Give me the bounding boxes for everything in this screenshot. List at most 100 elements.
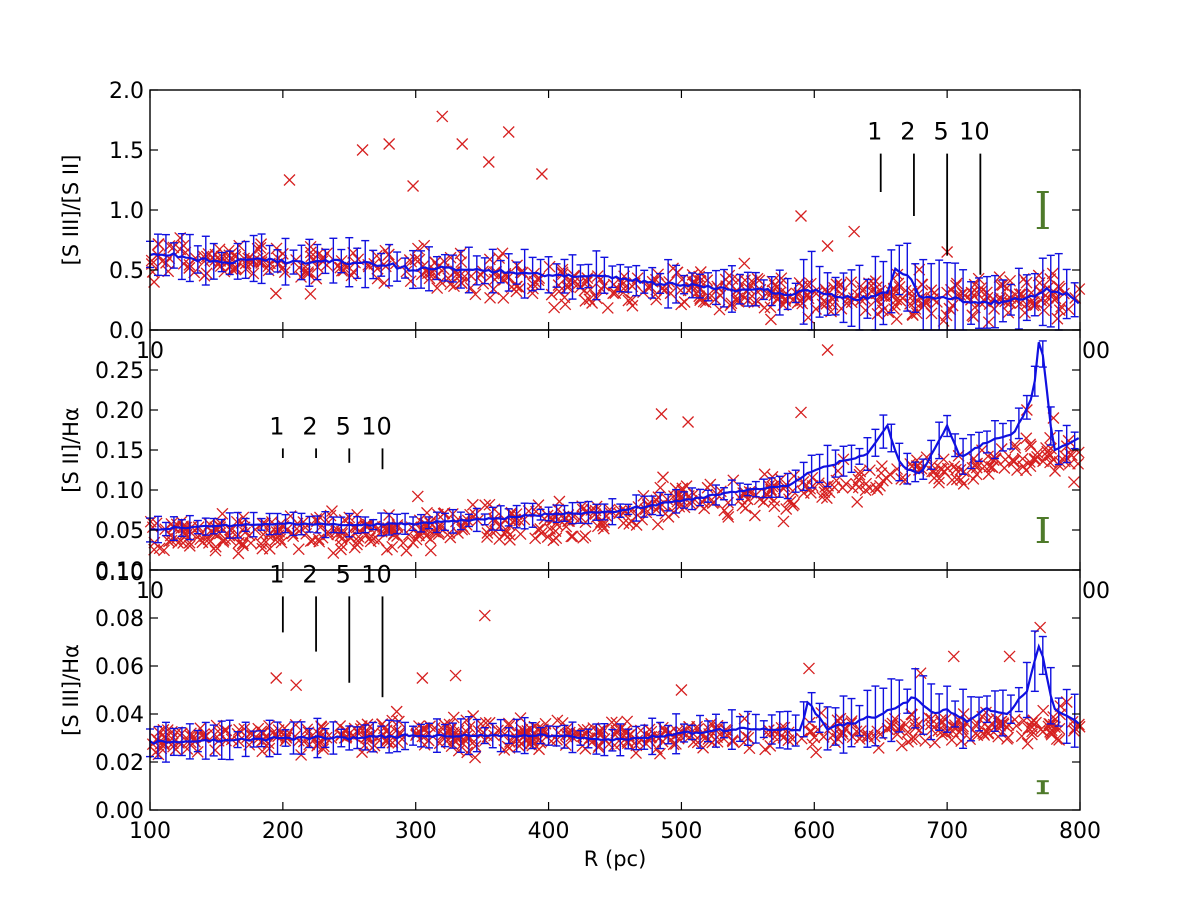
scatter-point	[289, 718, 302, 731]
scatter-point	[655, 408, 668, 420]
scatter-point	[726, 734, 739, 747]
scatter-point	[455, 277, 468, 290]
scatter-point	[174, 243, 187, 256]
scatter-point	[954, 463, 967, 476]
scatter-point	[565, 530, 578, 543]
scatter-point	[407, 180, 420, 192]
scatter-point	[1067, 724, 1080, 737]
scatter-point	[970, 286, 983, 299]
scatter-point	[269, 287, 282, 300]
scatter-point	[454, 269, 467, 282]
scatter-point	[431, 282, 444, 295]
scatter-point	[1020, 432, 1033, 445]
scatter-point	[310, 512, 323, 525]
scatter-point	[535, 168, 548, 180]
scatter-point	[391, 530, 404, 542]
scatter-point	[621, 715, 634, 728]
scatter-point	[605, 716, 618, 729]
scatter-point	[723, 269, 736, 282]
scatter-point	[364, 535, 377, 548]
scatter-point	[675, 684, 688, 696]
x-tick-label: 300	[395, 819, 437, 844]
scatter-point	[1015, 730, 1028, 743]
scatter-point	[556, 268, 569, 281]
scatter-point	[351, 508, 364, 521]
scatter-point	[503, 533, 516, 546]
scatter-point	[780, 503, 793, 515]
y-tick-label: 0.10	[95, 559, 144, 584]
scatter-point	[795, 732, 808, 745]
scatter-point	[891, 463, 904, 476]
scatter-point	[682, 416, 695, 428]
scatter-point	[366, 728, 379, 741]
scatter-point	[184, 727, 197, 740]
scatter-point	[556, 263, 569, 276]
scatter-point	[766, 470, 779, 483]
y-tick-label: 0.20	[95, 399, 144, 424]
scatter-point	[739, 730, 752, 743]
scatter-point	[286, 527, 299, 540]
y-axis-label: [S III]/[S II]	[59, 155, 83, 266]
scatter-point	[934, 714, 947, 727]
scatter-point	[383, 138, 396, 150]
scatter-point	[826, 293, 839, 306]
scatter-point	[932, 476, 945, 489]
scatter-point	[626, 299, 639, 312]
scatter-point	[935, 725, 948, 738]
x-tick-label: 800	[1059, 819, 1101, 844]
x-tick-label-partial: 00	[1082, 339, 1110, 364]
scatter-point	[1026, 716, 1038, 729]
y-tick-label: 0.04	[95, 703, 144, 728]
scatter-point	[955, 723, 968, 736]
scatter-point	[1027, 295, 1040, 308]
scatter-point	[378, 277, 391, 290]
scatter-point	[895, 739, 908, 752]
scatter-point	[543, 260, 556, 273]
scatter-point	[1021, 737, 1034, 750]
scatter-point	[1067, 476, 1080, 489]
scatter-point	[153, 542, 166, 555]
scatter-point	[481, 527, 494, 539]
scatter-point	[743, 742, 756, 755]
scatter-point	[890, 313, 903, 325]
scatter-point	[411, 490, 424, 503]
scatter-point	[497, 291, 510, 304]
scatter-point	[275, 536, 288, 549]
scatter-point	[1026, 721, 1039, 734]
scatter-point	[447, 711, 460, 724]
scatter-point	[764, 313, 777, 326]
scatter-point	[345, 269, 358, 282]
scatter-point	[456, 138, 469, 150]
scatter-point	[786, 485, 799, 497]
scatter-point	[664, 287, 677, 300]
scatter-point	[874, 479, 886, 492]
scatter-point	[854, 465, 867, 478]
marker-label: 5	[336, 560, 351, 588]
scatter-point	[304, 288, 317, 300]
scatter-point	[326, 505, 338, 518]
x-tick-label: 100	[129, 819, 171, 844]
scatter-point	[452, 744, 465, 757]
scatter-point	[529, 532, 542, 545]
scatter-point	[413, 253, 426, 266]
scatter-point	[966, 309, 979, 322]
scatter-point	[850, 725, 863, 738]
scatter-point	[1047, 711, 1060, 723]
scatter-point	[751, 272, 764, 285]
scatter-point	[1045, 728, 1058, 741]
scatter-point	[859, 304, 872, 317]
scatter-point	[891, 728, 904, 741]
scatter-point	[995, 443, 1008, 455]
scatter-point	[713, 303, 726, 316]
y-tick-label: 0.08	[95, 607, 144, 632]
scatter-point	[534, 523, 547, 535]
scatter-point	[304, 246, 317, 259]
scatter-point	[532, 274, 545, 287]
scatter-point	[1053, 722, 1066, 735]
scatter-point	[478, 609, 491, 622]
scatter-point	[831, 464, 844, 477]
scatter-point	[687, 736, 700, 748]
y-axis-label: [S II]/Hα	[59, 407, 83, 493]
scatter-point	[999, 453, 1012, 466]
scatter-point	[305, 250, 318, 263]
